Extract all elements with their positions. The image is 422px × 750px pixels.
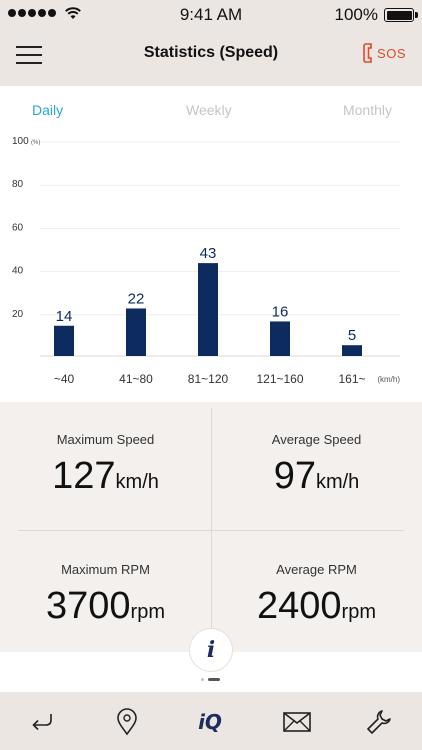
sos-label: SOS <box>377 45 406 61</box>
nav-bar: Statistics (Speed) SOS <box>0 28 422 86</box>
signal-dot <box>18 9 26 17</box>
wrench-icon <box>367 710 391 734</box>
stat-value: 127km/h <box>0 455 211 498</box>
bar <box>198 263 218 356</box>
bar <box>126 308 146 356</box>
signal-dot <box>48 9 56 17</box>
x-tick-label: 41~80 <box>119 372 153 386</box>
stat-label: Maximum Speed <box>56 432 155 447</box>
settings-button[interactable] <box>364 708 394 736</box>
phone-icon <box>363 43 372 63</box>
y-tick-label: 80 <box>12 179 24 190</box>
wifi-icon <box>65 7 81 19</box>
avg-rpm-unit: rpm <box>341 601 376 623</box>
location-pin-icon <box>117 708 137 736</box>
speed-chart: 100 80 60 40 20 (%) 14 ~40 22 41~80 43 81~120 16 121~… <box>0 132 422 402</box>
y-tick-label: 60 <box>12 222 24 233</box>
max-rpm-value: 3700 <box>46 585 131 627</box>
stat-label: Average RPM <box>276 562 357 577</box>
stat-value: 2400rpm <box>211 585 422 628</box>
bar <box>54 325 74 356</box>
hamburger-icon-line <box>16 62 42 64</box>
bar <box>270 321 290 356</box>
max-speed-value: 127 <box>52 455 116 497</box>
bar-value-label: 43 <box>200 245 217 262</box>
signal-dot <box>38 9 46 17</box>
x-tick-label: 161~ <box>338 372 365 386</box>
iq-button[interactable]: iQ <box>195 708 225 736</box>
bar-value-label: 22 <box>128 290 145 307</box>
stat-label: Maximum RPM <box>61 562 150 577</box>
x-tick-label: ~40 <box>54 372 75 386</box>
avg-rpm-value: 2400 <box>257 585 342 627</box>
iq-icon: iQ <box>198 710 222 734</box>
back-icon <box>32 714 52 731</box>
bar-value-label: 5 <box>348 327 356 344</box>
speed-bar-chart: 100 80 60 40 20 (%) 14 ~40 22 41~80 43 81~120 16 121~… <box>12 136 400 386</box>
avg-speed-unit: km/h <box>315 471 360 493</box>
stat-label: Average Speed <box>271 432 362 447</box>
status-bar: 9:41 AM 100% <box>0 0 422 28</box>
location-button[interactable] <box>112 708 142 736</box>
avg-speed-stat: Average Speed 97km/h <box>211 432 422 498</box>
stats-panel: Maximum Speed 127km/h Average Speed 97km… <box>0 402 422 652</box>
max-rpm-stat: Maximum RPM 3700rpm <box>0 562 211 628</box>
avg-speed-value: 97 <box>273 455 316 497</box>
info-button[interactable]: i <box>189 628 233 672</box>
y-tick-label: 100 <box>12 136 29 147</box>
stats-divider <box>18 530 404 531</box>
x-unit-label: (km/h) <box>377 375 400 384</box>
page-dot[interactable] <box>201 678 204 681</box>
stat-value: 3700rpm <box>0 585 211 628</box>
page-dot-active[interactable] <box>208 678 220 681</box>
tab-monthly[interactable]: Monthly <box>342 102 392 118</box>
y-tick-label: 20 <box>12 309 24 320</box>
bar <box>342 345 362 356</box>
mail-button[interactable] <box>282 708 312 736</box>
avg-rpm-stat: Average RPM 2400rpm <box>211 562 422 628</box>
max-rpm-unit: rpm <box>130 601 165 623</box>
max-speed-unit: km/h <box>115 471 159 493</box>
sos-button[interactable]: SOS <box>363 42 406 64</box>
menu-button[interactable] <box>16 46 42 66</box>
bar-value-label: 14 <box>56 308 73 325</box>
signal-dot <box>28 9 36 17</box>
mail-icon <box>283 712 311 732</box>
hamburger-icon-line <box>16 46 42 48</box>
stat-value: 97km/h <box>211 455 422 498</box>
back-button[interactable] <box>27 708 57 736</box>
battery-icon <box>384 8 418 22</box>
stats-divider <box>211 408 212 644</box>
period-tabs: Daily Weekly Monthly <box>0 86 422 132</box>
bar-value-label: 16 <box>272 303 289 320</box>
page-title: Statistics (Speed) <box>143 44 279 61</box>
max-speed-stat: Maximum Speed 127km/h <box>0 432 211 498</box>
y-tick-label: 40 <box>12 266 24 277</box>
signal-indicator <box>8 6 82 20</box>
tab-weekly[interactable]: Weekly <box>186 102 232 118</box>
bottom-tab-bar: iQ <box>0 692 422 750</box>
y-unit-label: (%) <box>31 140 40 146</box>
signal-dot <box>8 9 16 17</box>
x-tick-label: 121~160 <box>256 372 303 386</box>
battery-percent: 100% <box>334 5 378 24</box>
tab-daily[interactable]: Daily <box>32 102 64 118</box>
status-time: 9:41 AM <box>179 5 243 24</box>
x-tick-label: 81~120 <box>188 372 229 386</box>
hamburger-icon-line <box>16 54 42 56</box>
